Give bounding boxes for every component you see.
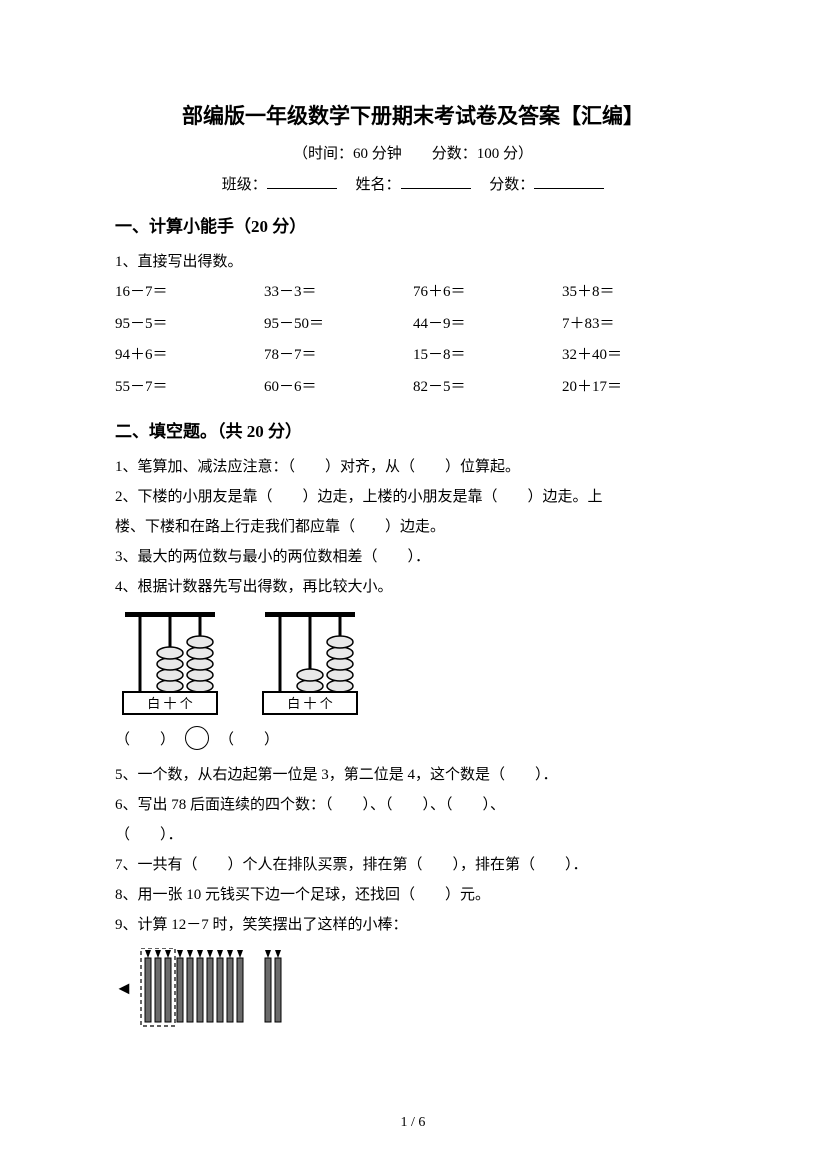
math-cell: 78－7＝ [264,340,413,372]
compare-circle[interactable] [185,726,209,750]
math-cell: 20＋17＝ [562,372,711,404]
math-cell: 33－3＝ [264,277,413,309]
s2-q1: 1、笔算加、减法应注意：（ ）对齐，从（ ）位算起。 [115,452,711,482]
math-cell: 76＋6＝ [413,277,562,309]
class-label: 班级： [222,177,267,193]
math-row-3: 55－7＝ 60－6＝ 82－5＝ 20＋17＝ [115,372,711,404]
math-row-1: 95－5＝ 95－50＝ 44－9＝ 7＋83＝ [115,309,711,341]
compare-left: （ ） [115,728,175,749]
math-cell: 60－6＝ [264,372,413,404]
s1-q1-label: 1、直接写出得数。 [115,247,711,277]
sticks-row: ◄ [115,948,711,1028]
section2-header: 二、填空题。（共 20 分） [115,417,711,442]
s2-q4: 4、根据计数器先写出得数，再比较大小。 [115,572,711,602]
compare-right: （ ） [219,728,279,749]
class-blank[interactable] [267,173,337,189]
arrow-left-icon: ◄ [115,978,133,999]
score-blank[interactable] [534,173,604,189]
name-blank[interactable] [401,173,471,189]
abacus-row: 白 十 个 白 十 个 [115,610,711,720]
s2-q8: 8、用一张 10 元钱买下边一个足球，还找回（ ）元。 [115,880,711,910]
score-label: 分数： [489,177,534,193]
math-row-2: 94＋6＝ 78－7＝ 15－8＝ 32＋40＝ [115,340,711,372]
page-footer: 1 / 6 [0,1115,826,1131]
math-grid: 16－7＝ 33－3＝ 76＋6＝ 35＋8＝ 95－5＝ 95－50＝ 44－… [115,277,711,403]
s2-q3: 3、最大的两位数与最小的两位数相差（ ）． [115,542,711,572]
s2-q6a: 6、写出 78 后面连续的四个数：（ ）、（ ）、（ ）、 [115,790,711,820]
math-cell: 7＋83＝ [562,309,711,341]
s2-q6b: （ ）． [115,820,711,850]
name-label: 姓名： [355,177,400,193]
math-cell: 82－5＝ [413,372,562,404]
math-cell: 32＋40＝ [562,340,711,372]
math-cell: 95－5＝ [115,309,264,341]
compare-row: （ ） （ ） [115,726,711,750]
s2-q2b: 楼、下楼和在路上行走我们都应靠（ ）边走。 [115,512,711,542]
section1-header: 一、计算小能手（20 分） [115,212,711,237]
math-cell: 95－50＝ [264,309,413,341]
math-cell: 55－7＝ [115,372,264,404]
abacus-left: 白 十 个 [115,610,225,720]
s2-q2a: 2、下楼的小朋友是靠（ ）边走，上楼的小朋友是靠（ ）边走。上 [115,482,711,512]
math-cell: 94＋6＝ [115,340,264,372]
math-cell: 44－9＝ [413,309,562,341]
sticks-diagram [137,948,367,1028]
math-cell: 15－8＝ [413,340,562,372]
s2-q5: 5、一个数，从右边起第一位是 3，第二位是 4，这个数是（ ）． [115,760,711,790]
math-row-0: 16－7＝ 33－3＝ 76＋6＝ 35＋8＝ [115,277,711,309]
math-cell: 35＋8＝ [562,277,711,309]
info-line: 班级： 姓名： 分数： [115,173,711,194]
page-title: 部编版一年级数学下册期末考试卷及答案【汇编】 [115,100,711,130]
subtitle: （时间：60 分钟 分数：100 分） [115,142,711,163]
s2-q7: 7、一共有（ ）个人在排队买票，排在第（ ），排在第（ ）． [115,850,711,880]
s2-q9: 9、计算 12－7 时，笑笑摆出了这样的小棒： [115,910,711,940]
math-cell: 16－7＝ [115,277,264,309]
abacus-right: 白 十 个 [255,610,365,720]
svg-text:白 十 个: 白 十 个 [147,696,193,711]
svg-text:白 十 个: 白 十 个 [287,696,333,711]
